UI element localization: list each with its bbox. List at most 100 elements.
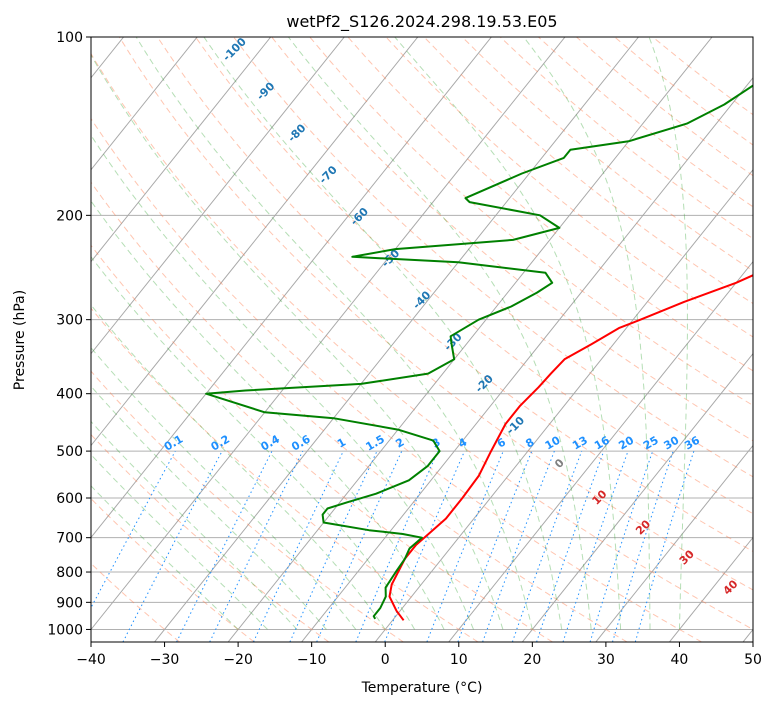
dry-adiabat-line [309, 37, 753, 407]
mixing-ratio-label: 0.1 [162, 433, 185, 454]
y-axis-title: Pressure (hPa) [12, 290, 28, 390]
mixing-ratio-line [634, 450, 695, 642]
isotherm-line [91, 37, 345, 355]
adiabat-label: -20 [473, 372, 496, 395]
mixing-ratio-label: 1.5 [364, 433, 387, 454]
moist-adiabat-line [91, 134, 474, 630]
moist-adiabat-line [203, 37, 563, 630]
mixing-ratio-label: 4 [456, 435, 469, 450]
mixing-ratio-line [612, 450, 674, 642]
dry-adiabat-line [499, 37, 753, 240]
background-lines [91, 37, 753, 642]
dry-adiabat-line [91, 307, 479, 642]
mixing-ratio-label: 0.2 [209, 433, 232, 454]
isotherm-line [91, 37, 198, 171]
mixing-ratio-label: 13 [570, 434, 590, 453]
dry-adiabat-line [91, 117, 702, 642]
moist-adiabat-line [91, 346, 357, 630]
dry-adiabat-line [614, 37, 753, 146]
isotherm-line [301, 76, 753, 642]
dry-adiabat-line [91, 181, 628, 642]
adiabat-label: -10 [504, 414, 527, 437]
y-axis: 100 200 300 400 500 600 700 800 900 1000 [47, 30, 91, 638]
isotherm-line [448, 260, 753, 642]
mixing-ratio-line [91, 450, 176, 609]
mixing-ratio-label: 10 [543, 433, 563, 452]
mixing-ratio-label: 6 [495, 435, 508, 450]
mixing-ratio-label: 30 [662, 433, 682, 452]
mixing-ratio-line [209, 450, 304, 642]
x-tick-label: −20 [223, 652, 253, 668]
dewpoint-profile-line [205, 84, 753, 620]
mixing-ratio-label: 3 [430, 436, 443, 451]
dry-adiabat-line [91, 433, 330, 642]
x-tick-label: 50 [744, 652, 762, 668]
adiabat-label: -90 [254, 79, 277, 102]
dry-adiabat-line [118, 37, 753, 591]
adiabat-label: -100 [220, 35, 249, 64]
adiabat-label: 40 [721, 577, 741, 597]
series-layer [205, 84, 753, 621]
dry-adiabat-line [271, 37, 753, 442]
moist-adiabat-line [135, 37, 533, 630]
y-tick-label: 900 [56, 595, 83, 611]
y-tick-label: 300 [56, 313, 83, 329]
isotherm-line [669, 536, 753, 642]
moist-adiabat-line [91, 54, 504, 630]
isotherm-line [595, 444, 753, 642]
moist-adiabat-line [523, 37, 651, 630]
y-tick-label: 1000 [47, 622, 83, 638]
moist-adiabat-line [91, 453, 268, 630]
dry-adiabat-line [195, 37, 753, 515]
x-tick-label: −10 [297, 652, 327, 668]
isotherm-line [91, 37, 492, 539]
mixing-ratio-line [457, 450, 533, 642]
dry-adiabat-line [91, 497, 255, 642]
adiabat-label: -40 [410, 288, 433, 311]
dry-adiabat-line [91, 370, 404, 642]
dry-adiabat-line [91, 244, 553, 642]
dry-adiabat-line [423, 37, 753, 305]
dry-adiabat-line [233, 37, 753, 478]
y-tick-label: 500 [56, 444, 83, 460]
moist-adiabat-line [91, 485, 239, 630]
adiabat-label: -70 [317, 163, 340, 186]
dry-adiabat-line [91, 52, 753, 630]
x-axis: −40 −30 −20 −10 0 10 20 30 40 50 [76, 642, 762, 668]
mixing-ratio-label: 16 [592, 433, 612, 452]
mixing-ratio-label: 0.4 [259, 432, 283, 453]
x-tick-label: 0 [381, 652, 390, 668]
y-tick-label: 200 [56, 208, 83, 224]
y-tick-label: 400 [56, 387, 83, 403]
mixing-ratio-line [289, 450, 378, 642]
isotherm-line [227, 37, 713, 642]
isotherm-line [154, 37, 639, 642]
moist-adiabat-line [91, 304, 386, 630]
x-tick-label: −30 [150, 652, 180, 668]
adiabat-label: -60 [348, 205, 371, 228]
dry-adiabat-line [347, 37, 753, 372]
isotherm-line [91, 37, 566, 631]
mixing-ratio-line [355, 450, 439, 642]
dry-adiabat-line [156, 37, 753, 553]
mixing-ratio-label: 0.6 [289, 432, 313, 453]
isotherm-line [742, 628, 753, 642]
mixing-ratio-line [562, 450, 629, 642]
y-tick-label: 700 [56, 531, 83, 547]
chart-title: wetPf2_S126.2024.298.19.53.E05 [286, 12, 557, 32]
x-tick-label: 40 [671, 652, 689, 668]
y-tick-label: 100 [56, 30, 83, 46]
isotherm-line [521, 352, 753, 642]
dry-adiabat-line [538, 37, 753, 208]
isotherm-line [91, 37, 419, 447]
mixing-ratio-line [176, 450, 273, 642]
dry-adiabat-line [91, 562, 180, 642]
mixing-ratio-line [589, 450, 654, 642]
moist-adiabat-line [288, 37, 592, 630]
isotherm-line [91, 37, 272, 263]
x-axis-title: Temperature (°C) [361, 680, 483, 696]
mixing-ratio-label: 20 [616, 433, 636, 452]
mixing-ratio-label: 1 [335, 436, 348, 451]
moist-adiabat-line [91, 385, 327, 630]
